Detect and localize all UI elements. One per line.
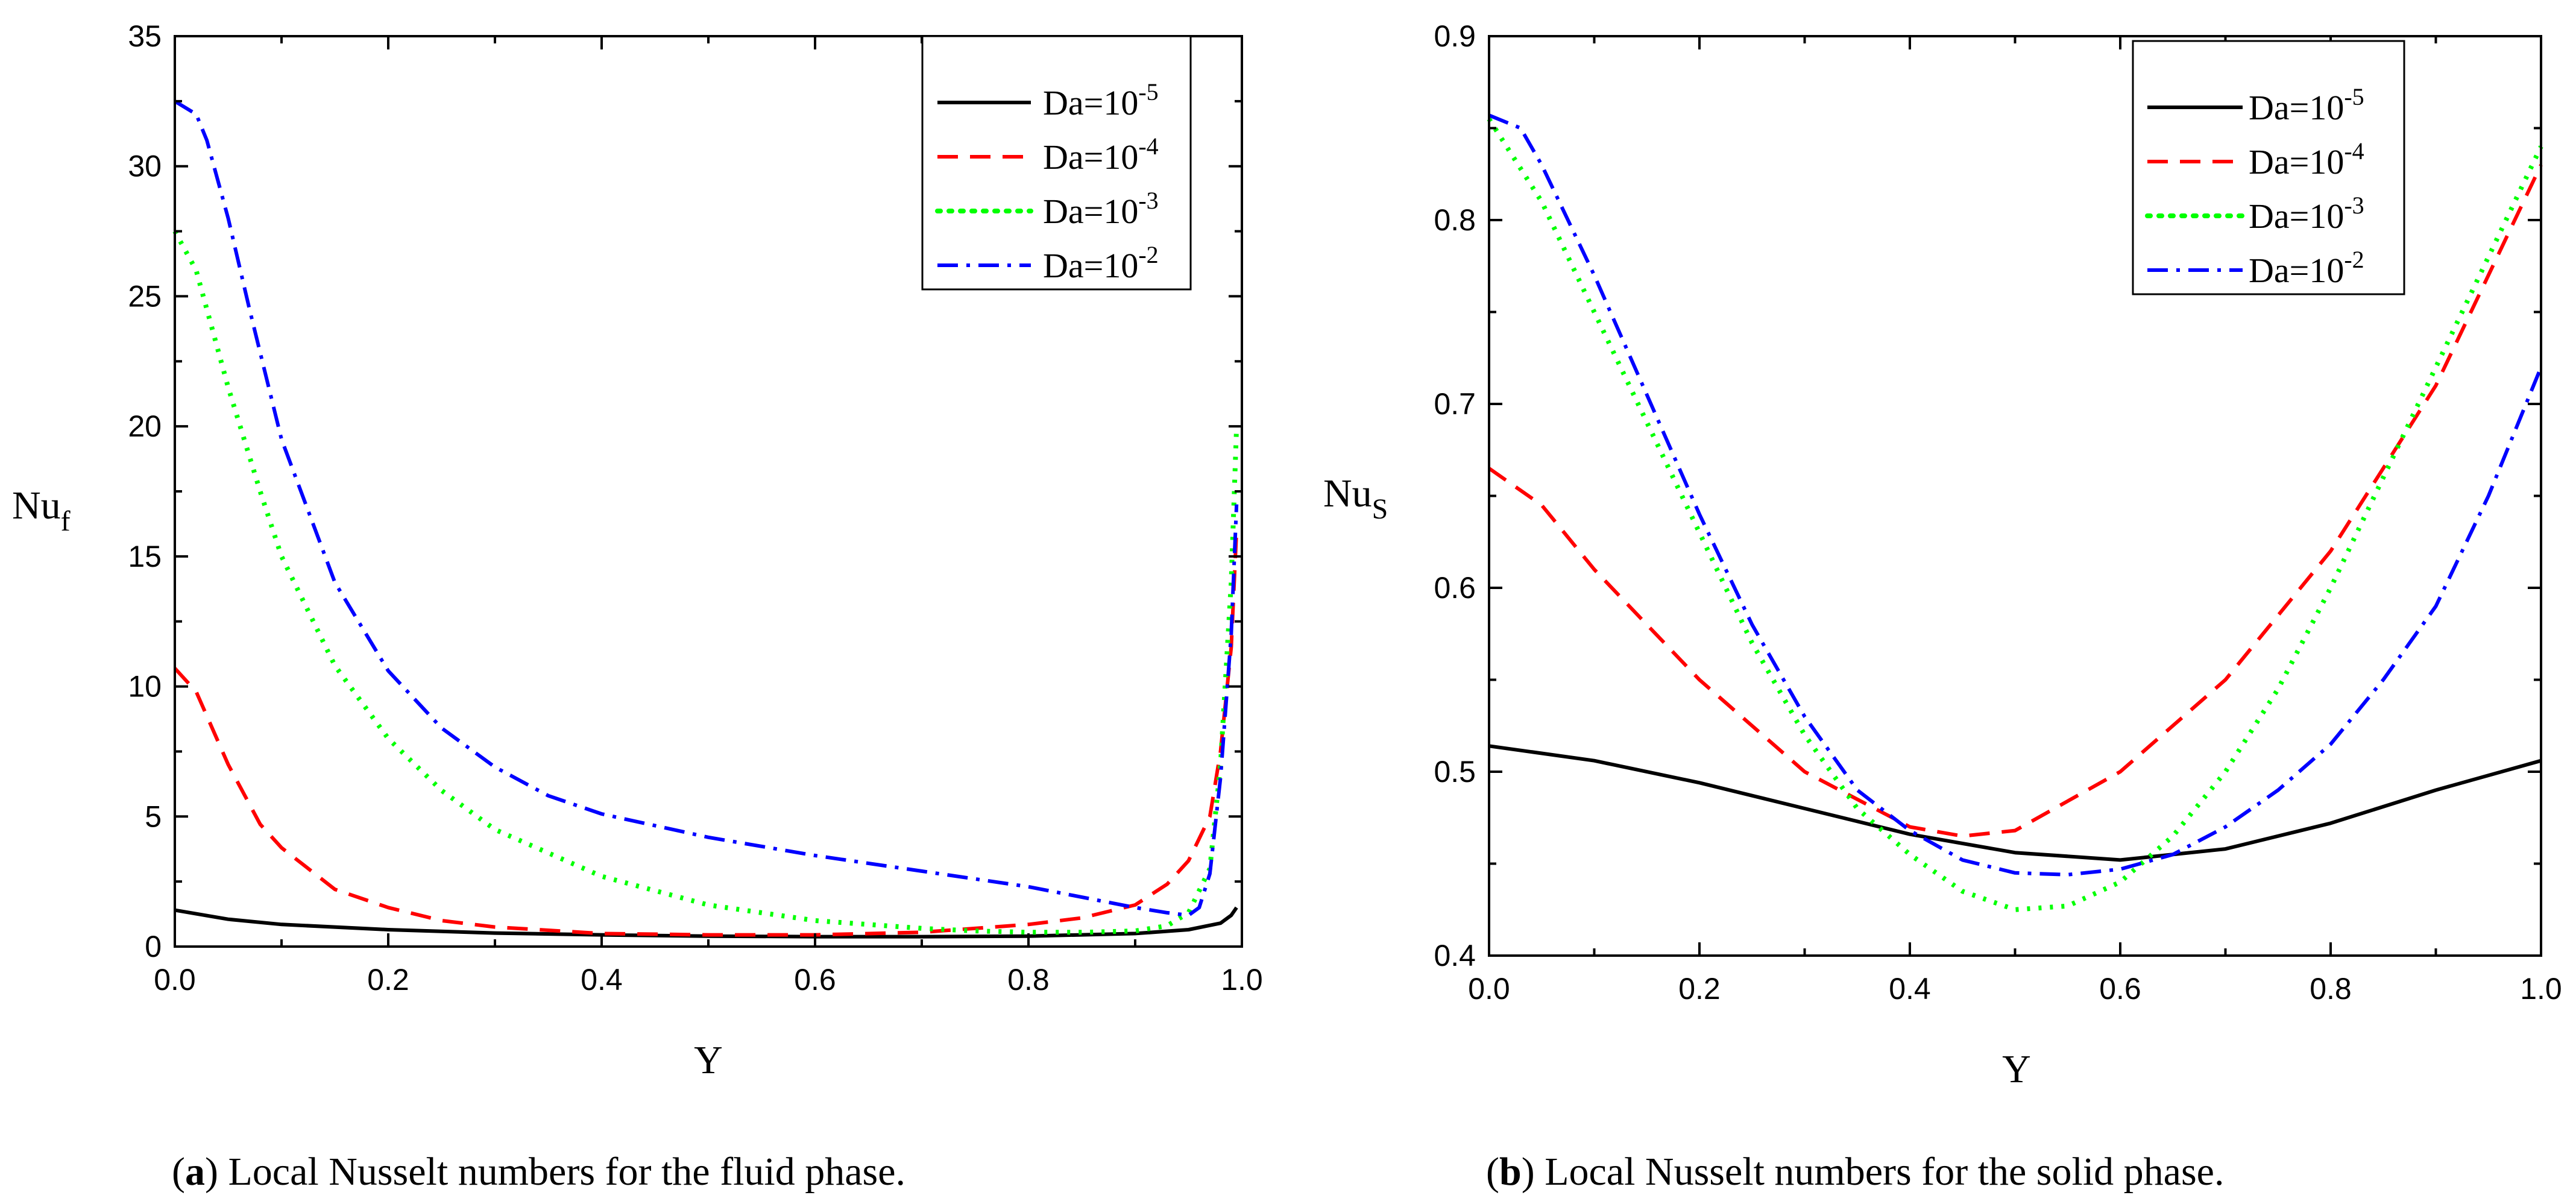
legend-label-base: Da=10 xyxy=(2249,251,2344,290)
x-tick-label-b: 0.8 xyxy=(2310,972,2352,1006)
legend-label-exponent: -3 xyxy=(2344,192,2364,219)
legend-label-a-1: Da=10-4 xyxy=(1043,133,1159,177)
series-line-a-3 xyxy=(174,99,1239,918)
legend-label-b-0: Da=10-5 xyxy=(2249,83,2364,127)
legend-a: Da=10-5Da=10-4Da=10-3Da=10-2 xyxy=(921,35,1192,291)
legend-label-exponent: -4 xyxy=(2344,137,2364,165)
x-tick-label-a: 0.0 xyxy=(154,963,196,997)
x-tick-label-b: 0.4 xyxy=(1889,972,1931,1006)
caption-open-paren: ( xyxy=(1486,1150,1499,1194)
legend-box-a xyxy=(921,35,1192,291)
caption-text: Local Nusselt numbers for the fluid phas… xyxy=(218,1150,905,1194)
x-tick-label-a: 0.8 xyxy=(1007,963,1050,997)
caption-close-paren: ) xyxy=(1522,1150,1535,1194)
legend-label-exponent: -2 xyxy=(1138,241,1158,268)
caption-letter: a xyxy=(185,1150,205,1194)
series-line-b-1 xyxy=(1488,164,2543,838)
legend-label-base: Da=10 xyxy=(1043,83,1138,122)
caption-b: (b) Local Nusselt numbers for the solid … xyxy=(1486,1150,2224,1194)
y-axis-title-b: NuS xyxy=(1323,471,1388,525)
legend-box-b xyxy=(2132,40,2405,295)
legend-label-b-3: Da=10-2 xyxy=(2249,246,2364,290)
y-tick-label-b: 0.7 xyxy=(1434,387,1476,421)
legend-label-base: Da=10 xyxy=(2249,88,2344,127)
series-line-b-3 xyxy=(1488,113,2543,877)
y-axis-title-a: Nuf xyxy=(12,484,71,537)
y-tick-label-a: 30 xyxy=(128,150,162,183)
x-tick-label-a: 0.4 xyxy=(581,963,623,997)
y-tick-label-b: 0.4 xyxy=(1434,939,1476,972)
y-tick-label-b: 0.6 xyxy=(1434,571,1476,605)
y-tick-label-b: 0.9 xyxy=(1434,19,1476,53)
legend-label-exponent: -5 xyxy=(2344,83,2364,110)
legend-label-b-2: Da=10-3 xyxy=(2249,192,2364,236)
panel-a-fluid-phase: 0.0 0.2 0.4 0.6 0.8 1.0 0 5 10 15 20 25 30 35 Y Nuf Da=1… xyxy=(12,19,1263,1194)
series-line-a-0 xyxy=(174,906,1238,939)
x-tick-label-b: 0.0 xyxy=(1468,972,1510,1006)
x-tick-label-a: 1.0 xyxy=(1221,963,1263,997)
caption-open-paren: ( xyxy=(172,1150,185,1194)
y-tick-label-a: 0 xyxy=(145,930,162,963)
legend-label-exponent: -3 xyxy=(1138,187,1158,214)
y-axis-title-subscript-a: f xyxy=(61,505,71,537)
y-tick-label-a: 10 xyxy=(128,670,162,704)
y-axis-title-main-b: Nu xyxy=(1323,471,1372,515)
x-tick-label-b: 0.6 xyxy=(2099,972,2141,1006)
legend-label-exponent: -4 xyxy=(1138,133,1158,160)
y-tick-label-a: 25 xyxy=(128,279,162,313)
legend-label-base: Da=10 xyxy=(1043,192,1138,231)
caption-a: (a) Local Nusselt numbers for the fluid … xyxy=(172,1150,905,1194)
x-tick-label-a: 0.6 xyxy=(794,963,836,997)
series-line-b-0 xyxy=(1488,744,2542,862)
legend-label-base: Da=10 xyxy=(2249,142,2344,181)
x-axis-title-a: Y xyxy=(694,1038,723,1082)
legend-label-base: Da=10 xyxy=(2249,197,2344,236)
y-tick-label-a: 15 xyxy=(128,540,162,573)
legend-label-exponent: -5 xyxy=(1138,78,1158,106)
legend-b: Da=10-5Da=10-4Da=10-3Da=10-2 xyxy=(2132,40,2405,295)
legend-label-a-3: Da=10-2 xyxy=(1043,241,1159,285)
legend-label-b-1: Da=10-4 xyxy=(2249,137,2364,181)
x-tick-label-a: 0.2 xyxy=(367,963,409,997)
series-line-a-2 xyxy=(172,230,1239,935)
caption-letter: b xyxy=(1499,1150,1522,1194)
legend-label-a-0: Da=10-5 xyxy=(1043,78,1159,122)
legend-label-a-2: Da=10-3 xyxy=(1043,187,1159,231)
y-tick-label-a: 5 xyxy=(145,799,162,833)
y-axis-title-subscript-b: S xyxy=(1372,493,1388,525)
legend-label-exponent: -2 xyxy=(2344,246,2364,273)
legend-label-base: Da=10 xyxy=(1043,246,1138,285)
x-tick-label-b: 1.0 xyxy=(2520,972,2562,1006)
caption-text: Local Nusselt numbers for the solid phas… xyxy=(1535,1150,2225,1194)
y-tick-label-a: 35 xyxy=(128,19,162,53)
y-axis-title-main-a: Nu xyxy=(12,484,61,528)
series-line-a-1 xyxy=(173,530,1239,937)
y-tick-label-b: 0.5 xyxy=(1434,755,1476,789)
legend-label-base: Da=10 xyxy=(1043,137,1138,177)
y-tick-label-a: 20 xyxy=(128,409,162,443)
caption-close-paren: ) xyxy=(205,1150,218,1194)
panel-b-solid-phase: 0.0 0.2 0.4 0.6 0.8 1.0 0.4 0.5 0.6 0.7 0.8 0.9 Y NuS… xyxy=(1323,19,2562,1194)
y-tick-label-b: 0.8 xyxy=(1434,203,1476,237)
x-axis-title-b: Y xyxy=(2002,1047,2031,1091)
x-tick-label-b: 0.2 xyxy=(1678,972,1721,1006)
